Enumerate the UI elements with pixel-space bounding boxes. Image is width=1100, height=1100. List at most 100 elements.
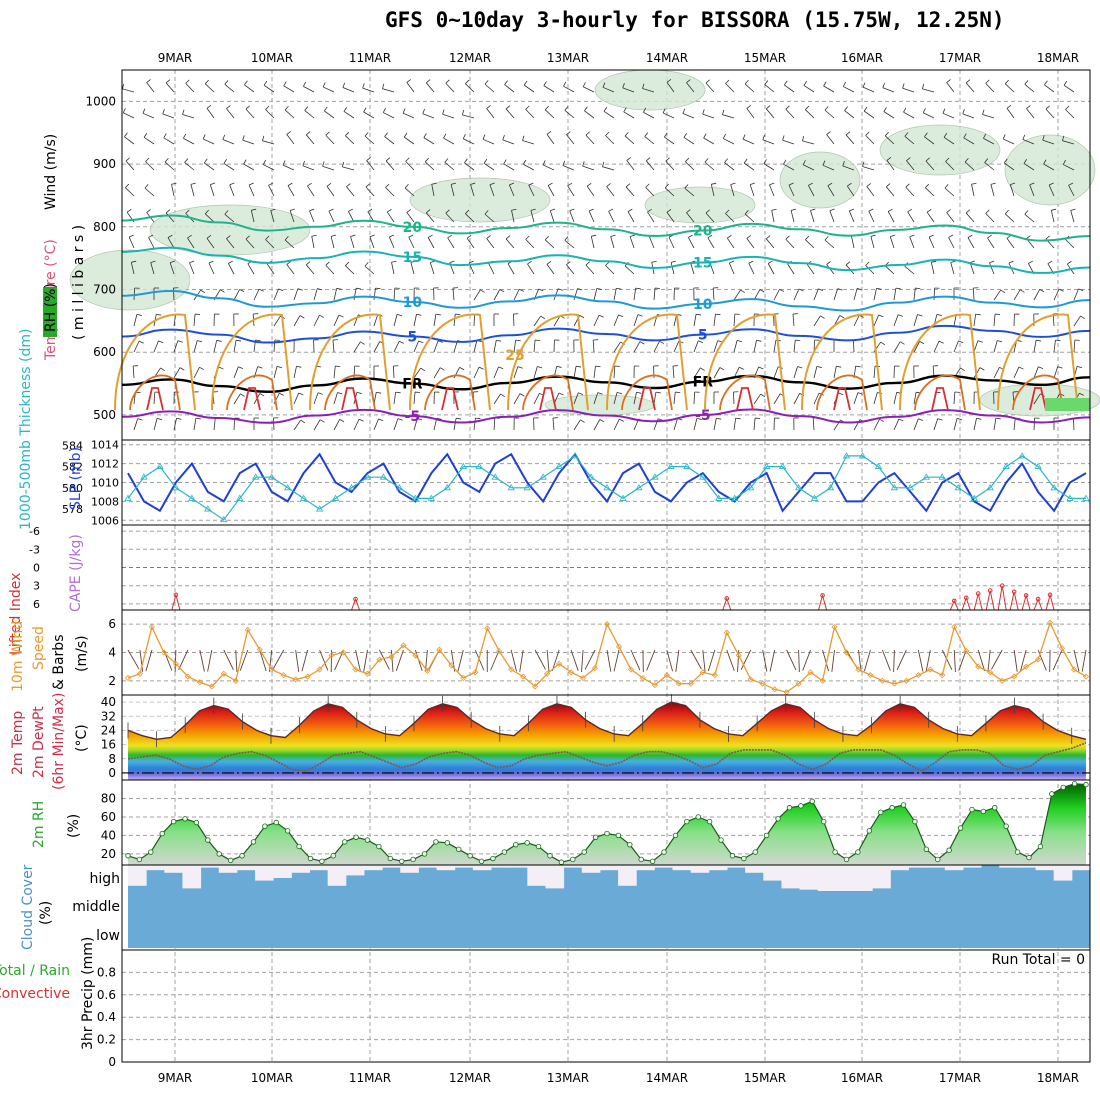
wind-barb-flag [283,81,287,87]
wind-barb-flag [599,419,605,423]
wind-barb-flag [696,417,702,420]
high-cloud-gap [527,865,546,886]
wind-barb-flag [468,260,474,264]
wind-speed-line [127,621,1087,693]
high-cloud-gap [854,865,873,891]
wind-barb [1033,393,1041,405]
wind-barb-flag [306,131,311,136]
precip-tick-label: 0.2 [97,1033,116,1047]
wind-barb [513,289,520,301]
wind-barb [490,649,500,671]
wind-barb-flag [785,105,790,110]
wind-barb [973,314,977,327]
wind-barb-flag [183,133,187,139]
wind-speed-point [759,680,766,687]
thickness-point [555,462,563,469]
wind-barb-flag [683,133,687,138]
wind-barb [226,108,235,119]
wind-barb-flag [550,208,556,211]
wind-barb [243,163,255,171]
wind-barb [953,340,959,353]
rh-tick-label: 80 [101,791,116,805]
wind-barb [602,86,615,93]
wind-barb [884,135,895,145]
li-point [1011,589,1017,595]
rh-point [284,828,291,834]
wind-barb-flag [1004,79,1009,85]
wind-barb-flag [248,182,254,186]
thickness-point [715,494,723,501]
date-label-bottom: 10MAR [251,1071,293,1085]
wind-speed-point [208,683,215,690]
wind-barb [592,340,595,353]
wind-barb-flag [703,133,707,139]
wind-barb-flag [585,131,590,136]
wind-barb [728,262,735,275]
wind-barb-flag [743,158,748,164]
wind-barb [534,649,546,670]
wind-barb-flag [362,83,365,89]
wind-barb-flag [343,107,347,112]
wind-barb-flag [447,234,453,239]
slp-ylabels: SLP (mb) [68,447,84,510]
wind-barb-flag [925,157,930,162]
rh-point [1049,791,1055,797]
wind-barb [889,236,895,249]
wind-barb [942,112,955,119]
wind-barb-flag [369,234,375,238]
wind-barb-flag [303,81,307,87]
wind-barb-flag [564,106,569,111]
wind-barb-flag [558,392,564,396]
wind-speed-point [256,646,263,653]
wind-barb-flag [1078,288,1084,292]
wind-barb-flag [644,132,649,137]
wind-barb [408,237,415,249]
wind-barb [806,263,815,275]
isotherm-label: FR [693,375,714,391]
wind-barb [169,262,175,275]
precip-axis-label: 3hr Precip (mm) [80,937,96,1050]
high-cloud-gap [890,865,909,871]
rh-point [193,819,200,826]
wind-barb [493,366,499,379]
upper-air-ylabels: Wind (m/s)Temperature (°C)( m i l l i b … [43,134,87,361]
wind-barb [266,263,275,275]
wind-barb [1053,366,1059,379]
wind-barb [513,366,519,379]
speed-axis-label: Speed [31,626,47,670]
wind-barb-flag [766,105,771,110]
wind-barb-flag [666,209,672,213]
wind-speed-point [196,679,203,686]
wind-barb-flag [431,182,437,185]
wind-barb [355,649,361,672]
wind-barb-flag [740,289,745,293]
isotherm-30 [1012,374,1064,411]
wind-barb-flag [847,182,852,187]
wind-barb-flag [842,81,846,87]
high-cloud-gap [690,865,710,873]
wind-barb [984,162,995,171]
rh-area-high [1045,398,1090,411]
wind-barb-flag [1067,260,1072,265]
thickness-point [236,494,244,501]
wind-barb-flag [335,365,341,367]
wind-barb [785,108,795,119]
wind-barb-flag [597,392,603,395]
wind-barb [302,165,315,171]
rh-point [798,803,804,809]
wind-barb [873,288,877,301]
li-spike [722,596,732,611]
wind-barb-flag [255,339,261,342]
wind-barb [922,88,935,93]
wind-barb [693,391,696,405]
wind-barb-flag [397,314,403,317]
wind-barb [593,288,598,301]
thickness-point [427,494,436,501]
wind-barb [693,340,699,353]
wind-barb [1052,649,1063,671]
wind-barb-flag [950,260,956,263]
wind-barb [1004,213,1015,223]
wind-barb [826,134,835,145]
wind-barb-flag [206,235,212,239]
wind-speed-point [999,677,1006,684]
